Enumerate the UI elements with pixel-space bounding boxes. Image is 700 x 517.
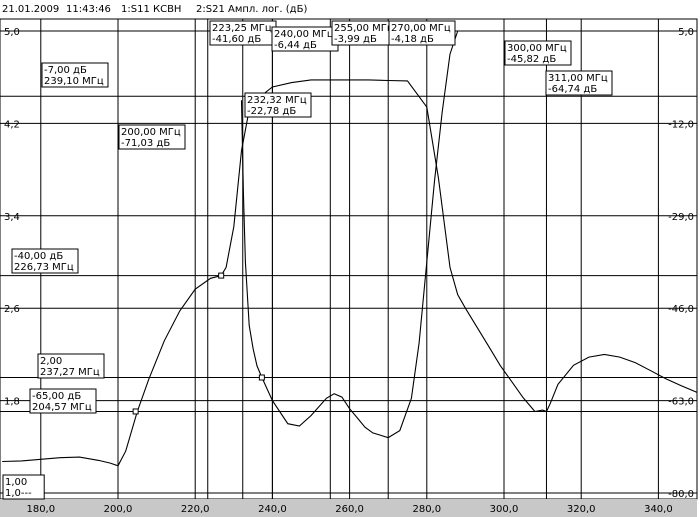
annotation-box: 200,00 МГц-71,03 дБ (118, 124, 186, 150)
annotation-box: 255,00 МГц-3,99 дБ (331, 20, 399, 46)
annotation-line2: 226,73 МГц (14, 262, 74, 273)
y-right-tick-label: -63,0 (668, 397, 694, 408)
x-tick-label: 240,0 (258, 504, 287, 515)
annotation-line2: 237,27 МГц (40, 367, 100, 378)
annotation-line1: 270,00 МГц (391, 23, 451, 34)
annotation-line1: 300,00 МГц (507, 43, 567, 54)
annotation-line2: -6,44 дБ (274, 40, 317, 51)
y-right-tick-label: -46,0 (668, 304, 694, 315)
annotation-line1: 232,32 МГц (247, 95, 307, 106)
x-tick-label: 220,0 (181, 504, 210, 515)
annotation-box: 240,00 МГц-6,44 дБ (271, 26, 339, 52)
annotation-box: 270,00 МГц-4,18 дБ (388, 20, 456, 46)
annotation-line1: 2,00 (40, 356, 62, 367)
x-tick-label: 260,0 (335, 504, 364, 515)
y-left-tick-label: 2,6 (4, 304, 20, 315)
point-marker (218, 272, 225, 279)
y-tick-labels: 5,0 4,2 3,4 2,6 1,8 5,0 -12,0 -29,0 -46,0 -63,0 -8… (4, 27, 694, 500)
annotation-line2: -22,78 дБ (247, 106, 296, 117)
header-time: 11:43:46 (66, 4, 111, 15)
chart-header: 21.01.2009 11:43:46 1:S11 КСВН 2:S21 Амп… (2, 4, 307, 15)
annotation-box: 232,32 МГц-22,78 дБ (244, 92, 312, 118)
annotation-line2: 239,10 МГц (44, 76, 104, 87)
y-left-tick-label: 5,0 (4, 27, 20, 38)
y-right-tick-label: 5,0 (678, 27, 694, 38)
y-left-tick-label: 3,4 (4, 212, 20, 223)
point-marker (258, 374, 265, 381)
y-right-tick-label: -29,0 (668, 212, 694, 223)
annotation-line2: -64,74 дБ (548, 84, 597, 95)
marker-annotations: 223,25 МГц-41,60 дБ 240,00 МГц-6,44 дБ255… (2, 20, 613, 500)
annotation-line2: -4,18 дБ (391, 34, 434, 45)
annotation-line2: -45,82 дБ (507, 54, 556, 65)
trace-2 (240, 30, 474, 439)
y-right-tick-label: -12,0 (668, 119, 694, 130)
x-tick-label: 320,0 (567, 504, 596, 515)
x-tick-label: 280,0 (412, 504, 441, 515)
y-right-tick-label: -80,0 (668, 489, 694, 500)
annotation-line2: -71,03 дБ (121, 138, 170, 149)
annotation-box: 1,001,0--- (2, 474, 45, 500)
annotation-line1: -65,00 дБ (32, 391, 81, 402)
annotation-box: 311,00 МГц-64,74 дБ (545, 70, 613, 96)
header-date: 21.01.2009 (2, 4, 59, 15)
x-tick-label: 340,0 (644, 504, 673, 515)
x-axis: 180,0 200,0 220,0 240,0 260,0 280,0 300,0 320,0… (0, 499, 697, 517)
y-left-tick-label: 1,8 (4, 397, 20, 408)
x-tick-label: 180,0 (26, 504, 55, 515)
x-tick-label: 200,0 (104, 504, 133, 515)
annotation-line2: -3,99 дБ (334, 34, 377, 45)
annotation-line1: 240,00 МГц (274, 29, 334, 40)
y-left-tick-label: 4,2 (4, 119, 20, 130)
annotation-line2: 204,57 МГц (32, 402, 92, 413)
header-trace2: 2:S21 Ампл. лог. (дБ) (196, 4, 307, 15)
annotation-line2: 1,0--- (5, 488, 32, 499)
annotation-box: 223,25 МГц-41,60 дБ (209, 20, 277, 46)
annotation-line1: 255,00 МГц (334, 23, 394, 34)
annotation-box: 300,00 МГц-45,82 дБ (504, 40, 572, 66)
annotation-line1: 1,00 (5, 477, 27, 488)
annotation-line1: 200,00 МГц (121, 127, 181, 138)
point-marker (132, 408, 139, 415)
annotation-line1: 311,00 МГц (548, 73, 608, 84)
annotation-line1: -40,00 дБ (14, 251, 63, 262)
x-tick-label: 300,0 (490, 504, 519, 515)
header-trace1: 1:S11 КСВН (121, 4, 181, 15)
annotation-line1: 223,25 МГц (212, 23, 272, 34)
annotation-line2: -41,60 дБ (212, 34, 261, 45)
annotation-line1: -7,00 дБ (44, 65, 87, 76)
trace-1 (2, 79, 697, 467)
x-axis-strip (0, 499, 697, 517)
